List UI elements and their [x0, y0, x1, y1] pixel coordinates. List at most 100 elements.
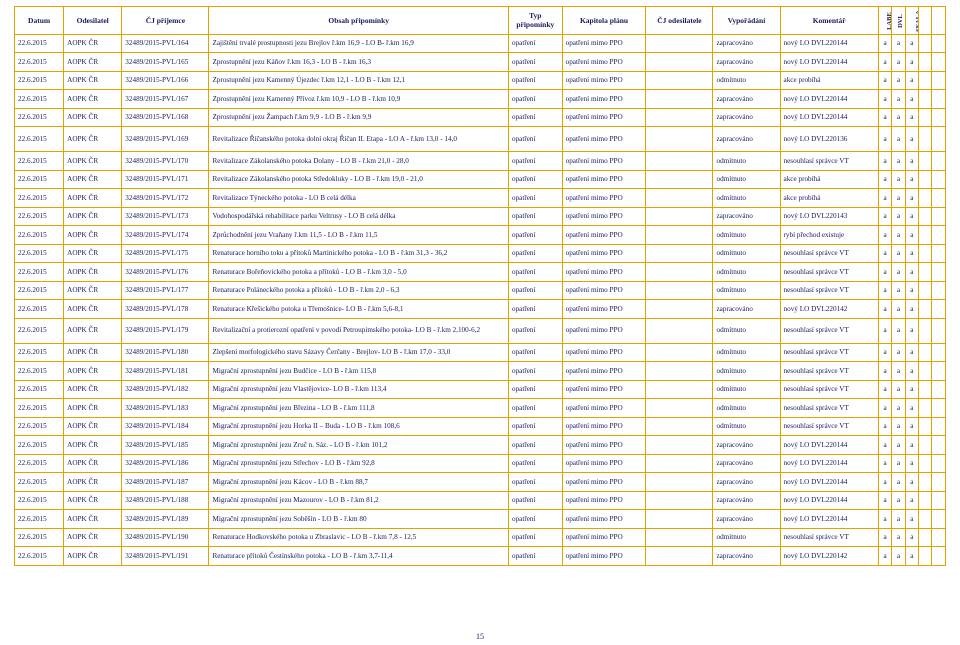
cell-vyporadani: odmítnuto [713, 343, 780, 362]
cell-datum: 22.6.2015 [15, 71, 64, 90]
cell-dvl: a [892, 528, 905, 547]
cell-datum: 22.6.2015 [15, 318, 64, 343]
table-row: 22.6.2015AOPK ČR32489/2015-PVL/181Migrač… [15, 362, 946, 381]
cell-typ: opatření [508, 300, 562, 319]
cell-dvl: a [892, 170, 905, 189]
table-row: 22.6.2015AOPK ČR32489/2015-PVL/167Zprost… [15, 90, 946, 109]
cell-obsah: Migrační zprostupnění jezu Střechov - LO… [209, 454, 509, 473]
cell-obsah: Renaturace Poláneckého potoka a přítoků … [209, 281, 509, 300]
cell-dvl: a [892, 510, 905, 529]
cell-seala: a [905, 170, 918, 189]
cell-odesilatel: AOPK ČR [64, 281, 122, 300]
cell-seaprla [932, 436, 946, 455]
table-row: 22.6.2015AOPK ČR32489/2015-PVL/187Migrač… [15, 473, 946, 492]
cell-seala: a [905, 226, 918, 245]
cell-komentar: nesouhlasí správce VT [780, 380, 878, 399]
cell-seaprla [932, 399, 946, 418]
cell-przprla [919, 491, 932, 510]
cell-vyporadani: zapracováno [713, 34, 780, 53]
cell-cj-odesilatele [646, 90, 713, 109]
cell-komentar: nesouhlasí správce VT [780, 263, 878, 282]
cell-przprla [919, 436, 932, 455]
cell-dvl: a [892, 53, 905, 72]
cell-vyporadani: zapracováno [713, 454, 780, 473]
cell-odesilatel: AOPK ČR [64, 226, 122, 245]
cell-kapitola: opatření mimo PPO [562, 300, 646, 319]
cell-obsah: Migrační zprostupnění jezu Vlastějovice-… [209, 380, 509, 399]
cell-cj-prijemce: 32489/2015-PVL/183 [122, 399, 209, 418]
cell-kapitola: opatření mimo PPO [562, 510, 646, 529]
cell-seaprla [932, 510, 946, 529]
cell-odesilatel: AOPK ČR [64, 473, 122, 492]
cell-seala: a [905, 417, 918, 436]
cell-odesilatel: AOPK ČR [64, 244, 122, 263]
cell-seala: a [905, 380, 918, 399]
cell-typ: opatření [508, 127, 562, 152]
cell-kapitola: opatření mimo PPO [562, 34, 646, 53]
cell-kapitola: opatření mimo PPO [562, 343, 646, 362]
cell-seala: a [905, 207, 918, 226]
table-row: 22.6.2015AOPK ČR32489/2015-PVL/185Migrač… [15, 436, 946, 455]
cell-labe: a [878, 226, 891, 245]
cell-odesilatel: AOPK ČR [64, 380, 122, 399]
cell-vyporadani: odmítnuto [713, 189, 780, 208]
cell-komentar: nový LO DVL220142 [780, 547, 878, 566]
cell-obsah: Revitalizace Zákolanského potoka Středok… [209, 170, 509, 189]
cell-seaprla [932, 263, 946, 282]
cell-komentar: nesouhlasí správce VT [780, 362, 878, 381]
cell-vyporadani: zapracováno [713, 510, 780, 529]
cell-seala: a [905, 263, 918, 282]
table-row: 22.6.2015AOPK ČR32489/2015-PVL/189Migrač… [15, 510, 946, 529]
cell-cj-odesilatele [646, 263, 713, 282]
cell-labe: a [878, 380, 891, 399]
cell-labe: a [878, 417, 891, 436]
cell-labe: a [878, 34, 891, 53]
cell-typ: opatření [508, 207, 562, 226]
cell-cj-prijemce: 32489/2015-PVL/186 [122, 454, 209, 473]
cell-przprla [919, 281, 932, 300]
cell-przprla [919, 380, 932, 399]
cell-przprla [919, 263, 932, 282]
cell-seala: a [905, 436, 918, 455]
cell-seaprla [932, 362, 946, 381]
cell-typ: opatření [508, 53, 562, 72]
cell-vyporadani: odmítnuto [713, 152, 780, 171]
cell-typ: opatření [508, 108, 562, 127]
cell-cj-odesilatele [646, 491, 713, 510]
cell-przprla [919, 34, 932, 53]
cell-typ: opatření [508, 454, 562, 473]
cell-cj-odesilatele [646, 380, 713, 399]
cell-cj-prijemce: 32489/2015-PVL/189 [122, 510, 209, 529]
cell-przprla [919, 417, 932, 436]
cell-seala: a [905, 152, 918, 171]
cell-datum: 22.6.2015 [15, 226, 64, 245]
cell-cj-prijemce: 32489/2015-PVL/166 [122, 71, 209, 90]
cell-obsah: Migrační zprostupnění jezu Mazourov - LO… [209, 491, 509, 510]
cell-datum: 22.6.2015 [15, 281, 64, 300]
cell-komentar: nesouhlasí správce VT [780, 281, 878, 300]
cell-dvl: a [892, 108, 905, 127]
cell-labe: a [878, 491, 891, 510]
col-labe: LABE [878, 7, 891, 35]
cell-komentar: nesouhlasí správce VT [780, 528, 878, 547]
cell-typ: opatření [508, 417, 562, 436]
cell-cj-prijemce: 32489/2015-PVL/169 [122, 127, 209, 152]
cell-typ: opatření [508, 362, 562, 381]
cell-typ: opatření [508, 491, 562, 510]
cell-vyporadani: zapracováno [713, 436, 780, 455]
cell-kapitola: opatření mimo PPO [562, 53, 646, 72]
cell-dvl: a [892, 244, 905, 263]
cell-odesilatel: AOPK ČR [64, 436, 122, 455]
cell-odesilatel: AOPK ČR [64, 300, 122, 319]
cell-komentar: nový LO DVL220144 [780, 34, 878, 53]
cell-przprla [919, 547, 932, 566]
cell-dvl: a [892, 343, 905, 362]
cell-obsah: Revitalizace Říčanského potoka dolní okr… [209, 127, 509, 152]
cell-labe: a [878, 343, 891, 362]
cell-datum: 22.6.2015 [15, 189, 64, 208]
cell-cj-prijemce: 32489/2015-PVL/184 [122, 417, 209, 436]
page: Datum Odesilatel ČJ příjemce Obsah připo… [0, 0, 960, 645]
cell-cj-prijemce: 32489/2015-PVL/187 [122, 473, 209, 492]
cell-labe: a [878, 152, 891, 171]
cell-dvl: a [892, 207, 905, 226]
